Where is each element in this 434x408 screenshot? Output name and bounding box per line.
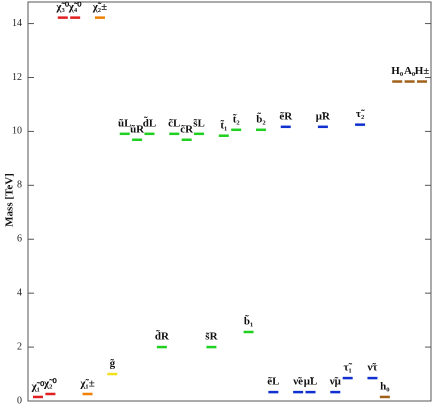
particle-label: s̃L <box>193 117 205 129</box>
particle-label: d̃R <box>155 329 170 342</box>
particle-label: ν̃τ <box>366 362 377 374</box>
y-tick-label: 4 <box>17 287 22 298</box>
particle-label: t̃₂ <box>233 113 241 125</box>
particle-label: μ̃L <box>304 376 318 388</box>
y-tick-label: 6 <box>17 234 22 245</box>
particle-label: ũL <box>118 117 131 129</box>
particle-label: τ̃₂ <box>356 108 365 120</box>
particle-label: ν̃μ <box>329 376 342 388</box>
particle-label: μ̃R <box>316 110 331 122</box>
particle-label: c̃R <box>180 123 194 135</box>
particle-label: t̃₁ <box>220 119 227 131</box>
particle-label: χ̃₂⁰ <box>43 378 57 390</box>
y-tick-label: 14 <box>12 18 22 29</box>
particle-label: ũR <box>130 123 145 135</box>
y-tick-label: 12 <box>12 72 22 83</box>
plot-frame <box>27 1 432 402</box>
particle-label: s̃R <box>205 331 218 343</box>
particle-label: d̃L <box>143 116 156 129</box>
particle-label: ẽL <box>267 376 279 388</box>
y-tick-label: 10 <box>12 126 22 137</box>
particle-label: χ̃₁⁰ <box>31 380 45 392</box>
y-tick-label: 8 <box>17 180 22 191</box>
particle-label: b̃₂ <box>256 112 266 125</box>
particle-label: b̃₁ <box>244 314 253 327</box>
particle-label: ẽR <box>279 110 293 122</box>
particle-label: χ̃₁± <box>79 378 94 390</box>
particle-label: H₀ <box>391 65 404 77</box>
y-tick-label: 2 <box>17 341 22 352</box>
particle-label: H± <box>415 65 430 77</box>
y-axis-label: Mass [TeV] <box>4 173 16 227</box>
particle-label: A₀ <box>404 65 416 77</box>
particle-label: χ̃₄⁰ <box>68 1 82 13</box>
particle-label: χ̃₂± <box>92 1 107 13</box>
particle-label: c̃L <box>168 117 180 129</box>
y-tick-label: 0 <box>17 395 22 406</box>
particle-label: g̃ <box>110 358 116 370</box>
particle-label: h₀ <box>380 380 390 392</box>
particle-label: χ̃₃⁰ <box>55 1 69 13</box>
particle-label: ν̃e <box>292 376 303 388</box>
particle-label: τ̃₁ <box>343 362 352 374</box>
